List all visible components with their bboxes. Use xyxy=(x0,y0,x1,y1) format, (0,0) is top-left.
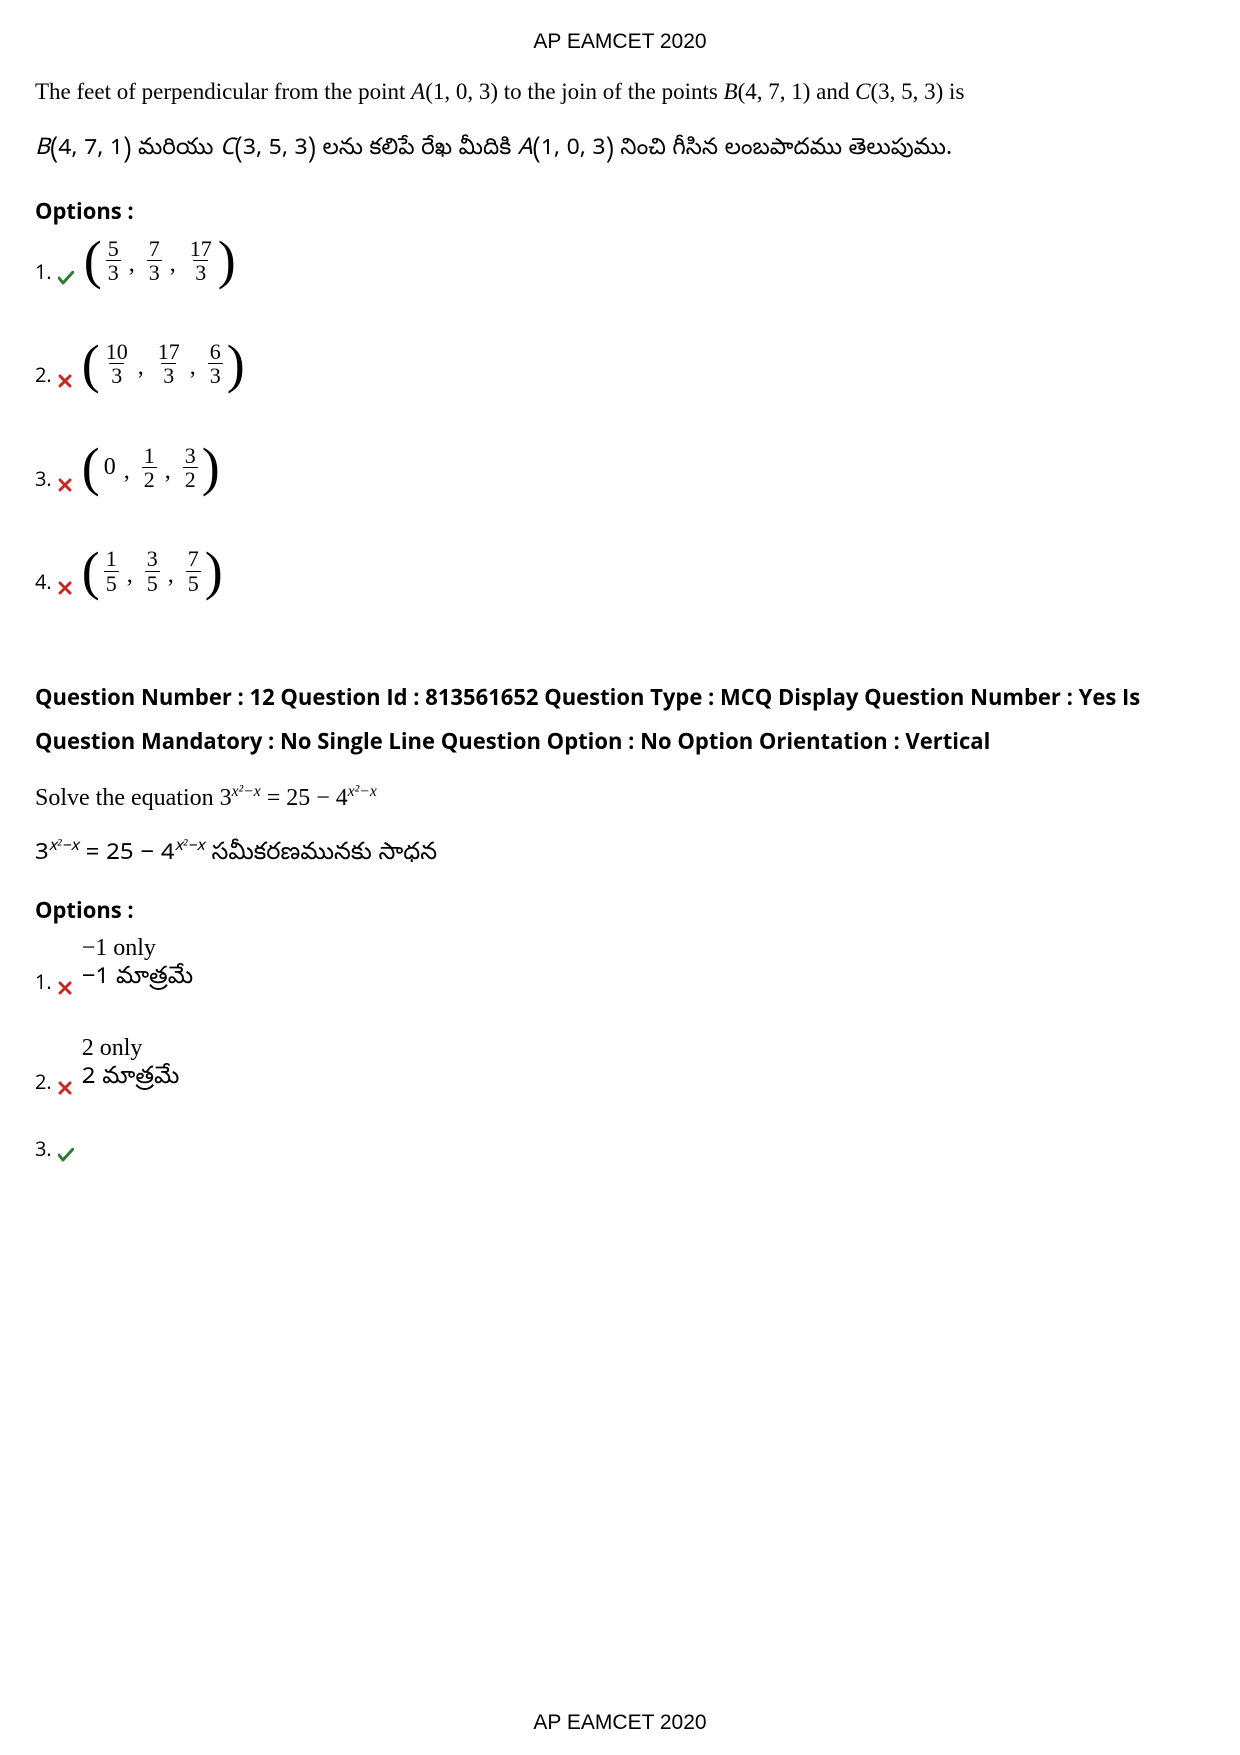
q1-option-2: 2. ( 103, 173, 63 ) xyxy=(35,340,1205,389)
option-number: 2. xyxy=(35,1068,52,1095)
eq-exp: x²−x xyxy=(175,836,205,858)
frac-num: 10 xyxy=(104,340,130,363)
frac-num: 1 xyxy=(142,444,157,467)
option-value: ( 53, 73, 173 ) xyxy=(84,236,236,285)
cross-icon xyxy=(58,478,72,492)
opt-en: 2 only xyxy=(82,1035,180,1062)
option-value: ( 15, 35, 75 ) xyxy=(82,547,223,596)
page: AP EAMCET 2020 The feet of perpendicular… xyxy=(0,0,1240,1755)
frac-den: 3 xyxy=(193,260,208,284)
frac-den: 2 xyxy=(142,467,157,491)
cross-icon xyxy=(58,981,72,995)
option-number: 1. xyxy=(35,258,52,285)
frac-den: 3 xyxy=(161,363,176,387)
q2-options-label: Options : xyxy=(35,895,1205,925)
frac-den: 3 xyxy=(147,260,162,284)
cross-icon xyxy=(58,374,72,388)
eq-exp: x²−x xyxy=(232,783,261,800)
eq-base: 3 xyxy=(35,838,49,871)
frac-num: 7 xyxy=(147,237,162,260)
eq-mid: = 25 − xyxy=(261,785,336,811)
q1-option-4: 4. ( 15, 35, 75 ) xyxy=(35,547,1205,596)
frac-num: 17 xyxy=(156,340,182,363)
option-value: ( 0, 12, 32 ) xyxy=(82,443,220,492)
option-number: 3. xyxy=(35,465,52,492)
q1-text-te: B(4, 7, 1) మరియు C(3, 5, 3) లను కలిపే రే… xyxy=(35,135,1205,166)
frac-num: 7 xyxy=(186,547,201,570)
frac-den: 5 xyxy=(145,571,160,595)
option-value: −1 only −1 మాత్రమే xyxy=(82,935,193,995)
q1-option-3: 3. ( 0, 12, 32 ) xyxy=(35,443,1205,492)
q1-option-1: 1. ( 53, 73, 173 ) xyxy=(35,236,1205,285)
cross-icon xyxy=(58,581,72,595)
frac-den: 5 xyxy=(104,571,119,595)
q1-text-en: The feet of perpendicular from the point… xyxy=(35,79,1205,105)
q2-en-prefix: Solve the equation xyxy=(35,785,220,811)
frac-den: 3 xyxy=(208,363,223,387)
page-footer: AP EAMCET 2020 xyxy=(0,1711,1240,1735)
option-number: 3. xyxy=(35,1135,52,1162)
q2-meta: Question Number : 12 Question Id : 81356… xyxy=(35,675,1205,763)
page-header: AP EAMCET 2020 xyxy=(35,30,1205,54)
frac-den: 3 xyxy=(106,260,121,284)
q2-option-3: 3. xyxy=(35,1135,1205,1162)
option-number: 2. xyxy=(35,361,52,388)
q2-text-en: Solve the equation 3x²−x = 25 − 4x²−x xyxy=(35,783,1205,812)
cross-icon xyxy=(58,1081,72,1095)
frac-den: 2 xyxy=(183,467,198,491)
opt-te: 2 మాత్రమే xyxy=(82,1062,180,1095)
option-number: 4. xyxy=(35,568,52,595)
frac-den: 5 xyxy=(186,571,201,595)
frac-num: 5 xyxy=(106,237,121,260)
q2-text-te: 3x²−x = 25 − 4x²−x సమీకరణమునకు సాధన xyxy=(35,836,1205,871)
q2-options: 1. −1 only −1 మాత్రమే 2. 2 only 2 మాత్రమ… xyxy=(35,935,1205,1162)
opt-en: −1 only xyxy=(82,935,193,962)
option-number: 1. xyxy=(35,968,52,995)
q2-option-2: 2. 2 only 2 మాత్రమే xyxy=(35,1035,1205,1095)
frac-num: 1 xyxy=(104,547,119,570)
opt-te: −1 మాత్రమే xyxy=(82,962,193,995)
q1-options-label: Options : xyxy=(35,196,1205,226)
scalar: 0 xyxy=(104,454,116,481)
eq-mid: = 25 − xyxy=(79,838,161,871)
q2-option-1: 1. −1 only −1 మాత్రమే xyxy=(35,935,1205,995)
frac-num: 17 xyxy=(188,237,214,260)
frac-num: 6 xyxy=(208,340,223,363)
option-value: ( 103, 173, 63 ) xyxy=(82,340,245,389)
check-icon xyxy=(58,1148,74,1162)
eq-base: 4 xyxy=(161,838,175,871)
q1-options: 1. ( 53, 73, 173 ) 2. xyxy=(35,236,1205,595)
q2-te-suffix: సమీకరణమునకు సాధన xyxy=(205,838,437,871)
frac-den: 3 xyxy=(109,363,124,387)
eq-exp: x²−x xyxy=(49,836,79,858)
option-value: 2 only 2 మాత్రమే xyxy=(82,1035,180,1095)
check-icon xyxy=(58,271,74,285)
eq-base: 3 xyxy=(220,785,232,811)
frac-num: 3 xyxy=(183,444,198,467)
eq-exp: x²−x xyxy=(348,783,377,800)
eq-base: 4 xyxy=(336,785,348,811)
frac-num: 3 xyxy=(145,547,160,570)
